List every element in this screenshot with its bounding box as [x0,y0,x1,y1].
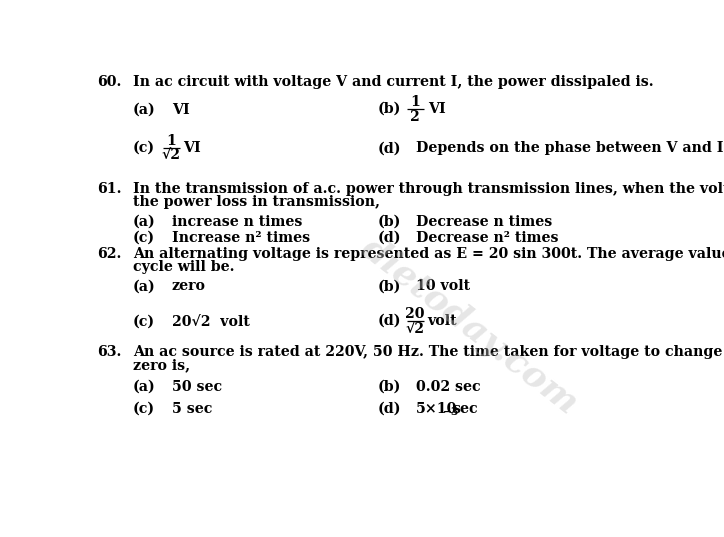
Text: In ac circuit with voltage V and current I, the power dissipaled is.: In ac circuit with voltage V and current… [133,75,654,89]
Text: VI: VI [172,103,190,117]
Text: (d): (d) [377,141,401,155]
Text: An alternating voltage is represented as E = 20 sin 300t. The average value of v: An alternating voltage is represented as… [133,247,724,261]
Text: (d): (d) [377,231,401,245]
Text: (d): (d) [377,402,401,416]
Text: zero: zero [172,279,206,293]
Text: 61.: 61. [97,182,121,196]
Text: the power loss in transmission,: the power loss in transmission, [133,195,380,209]
Text: cycle will be.: cycle will be. [133,260,235,274]
Text: (a): (a) [133,103,156,117]
Text: (b): (b) [377,380,400,394]
Text: 20√2  volt: 20√2 volt [172,315,250,329]
Text: 60.: 60. [97,75,121,89]
Text: VI: VI [183,141,201,155]
Text: 1: 1 [167,134,176,148]
Text: (c): (c) [133,315,155,329]
Text: 63.: 63. [97,345,121,359]
Text: 20: 20 [405,307,425,321]
Text: dietoday.com: dietoday.com [355,231,586,422]
Text: 5 sec: 5 sec [172,402,212,416]
Text: (b): (b) [377,102,400,116]
Text: 62.: 62. [97,247,121,261]
Text: (b): (b) [377,279,400,293]
Text: An ac source is rated at 220V, 50 Hz. The time taken for voltage to change from : An ac source is rated at 220V, 50 Hz. Th… [133,345,724,359]
Text: VI: VI [428,102,445,116]
Text: 5×10: 5×10 [416,402,458,416]
Text: (d): (d) [377,314,401,328]
Text: sec: sec [452,402,478,416]
Text: (c): (c) [133,231,155,245]
Text: increase n times: increase n times [172,215,302,229]
Text: 50 sec: 50 sec [172,380,222,394]
Text: Decrease n times: Decrease n times [416,215,552,229]
Text: Increase n² times: Increase n² times [172,231,310,245]
Text: 0.02 sec: 0.02 sec [416,380,481,394]
Text: 10 volt: 10 volt [416,279,470,293]
Text: In the transmission of a.c. power through transmission lines, when the voltage i: In the transmission of a.c. power throug… [133,182,724,196]
Text: Depends on the phase between V and I: Depends on the phase between V and I [416,141,723,155]
Text: (b): (b) [377,215,400,229]
Text: volt: volt [428,314,458,328]
Text: (c): (c) [133,402,155,416]
Text: 2: 2 [411,110,420,124]
Text: (a): (a) [133,380,156,394]
Text: (a): (a) [133,279,156,293]
Text: zero is,: zero is, [133,359,190,373]
Text: Decrease n² times: Decrease n² times [416,231,558,245]
Text: (c): (c) [133,141,155,155]
Text: −3: −3 [443,405,459,417]
Text: √2: √2 [405,322,425,336]
Text: √2: √2 [161,148,180,162]
Text: 1: 1 [411,95,420,109]
Text: (a): (a) [133,215,156,229]
